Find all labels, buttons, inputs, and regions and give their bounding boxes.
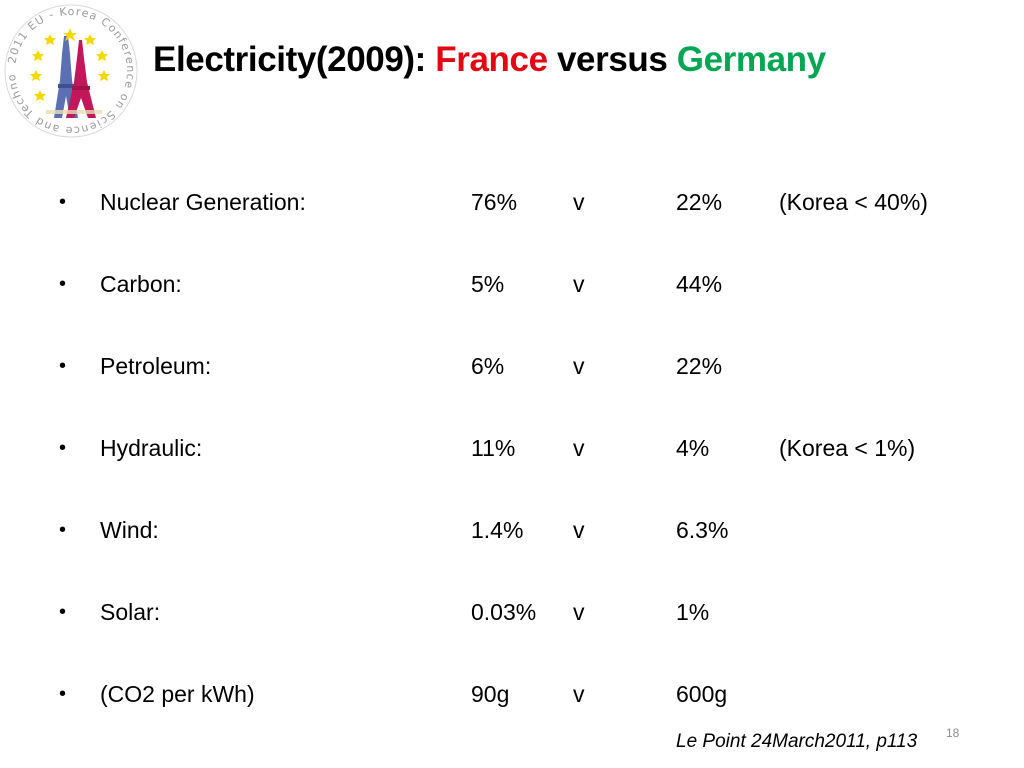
row-label: Petroleum: bbox=[100, 353, 212, 379]
eiffel-tower-with-eu-stars-icon: 2011 EU - Korea Conference on Science an… bbox=[0, 0, 142, 142]
bullet-icon: • bbox=[59, 191, 67, 213]
versus-marker: v bbox=[573, 353, 585, 379]
title-country-b: Germany bbox=[676, 40, 826, 79]
versus-marker: v bbox=[573, 681, 585, 707]
bullet-icon: • bbox=[59, 437, 67, 459]
eu-stars bbox=[30, 28, 110, 101]
title-between: versus bbox=[556, 40, 668, 79]
korea-note: (Korea < 40%) bbox=[779, 189, 928, 215]
row-label: Carbon: bbox=[100, 271, 182, 297]
france-value: 1.4% bbox=[471, 517, 524, 543]
france-value: 5% bbox=[471, 271, 505, 297]
germany-value: 22% bbox=[676, 189, 723, 215]
france-value: 6% bbox=[471, 353, 505, 379]
list-item: • (CO2 per kWh) 90g v 600g bbox=[0, 674, 1024, 714]
germany-value: 6.3% bbox=[676, 517, 729, 543]
germany-value: 600g bbox=[676, 681, 728, 707]
germany-value: 4% bbox=[676, 435, 710, 461]
list-item: • Carbon: 5% v 44% bbox=[0, 264, 1024, 304]
france-value: 76% bbox=[471, 189, 518, 215]
bullet-icon: • bbox=[59, 273, 67, 295]
bullet-icon: • bbox=[59, 683, 67, 705]
row-label: Solar: bbox=[100, 599, 161, 625]
title-prefix: Electricity(2009): bbox=[153, 40, 426, 79]
source-citation: Le Point 24March2011, p113 bbox=[676, 731, 918, 752]
page-number: 18 bbox=[946, 726, 960, 740]
title-country-a: France bbox=[435, 40, 548, 79]
versus-marker: v bbox=[573, 435, 585, 461]
row-label: Nuclear Generation: bbox=[100, 189, 306, 215]
versus-marker: v bbox=[573, 599, 585, 625]
list-item: • Solar: 0.03% v 1% bbox=[0, 592, 1024, 632]
versus-marker: v bbox=[573, 517, 585, 543]
row-label: Hydraulic: bbox=[100, 435, 203, 461]
bullet-icon: • bbox=[59, 355, 67, 377]
versus-marker: v bbox=[573, 271, 585, 297]
row-label: (CO2 per kWh) bbox=[100, 681, 255, 707]
conference-logo: 2011 EU - Korea Conference on Science an… bbox=[0, 0, 142, 142]
list-item: • Wind: 1.4% v 6.3% bbox=[0, 510, 1024, 550]
france-value: 11% bbox=[471, 435, 516, 461]
eiffel-tower-shape bbox=[46, 36, 102, 118]
france-value: 0.03% bbox=[471, 599, 537, 625]
france-value: 90g bbox=[471, 681, 510, 707]
list-item: • Petroleum: 6% v 22% bbox=[0, 346, 1024, 386]
row-label: Wind: bbox=[100, 517, 159, 543]
bullet-icon: • bbox=[59, 601, 67, 623]
bullet-icon: • bbox=[59, 519, 67, 541]
korea-note: (Korea < 1%) bbox=[779, 435, 916, 461]
slide-title: Electricity(2009): France versus Germany bbox=[153, 32, 826, 88]
list-item: • Hydraulic: 11% v 4% (Korea < 1%) bbox=[0, 428, 1024, 468]
versus-marker: v bbox=[573, 189, 585, 215]
germany-value: 44% bbox=[676, 271, 723, 297]
germany-value: 1% bbox=[676, 599, 710, 625]
germany-value: 22% bbox=[676, 353, 723, 379]
list-item: • Nuclear Generation: 76% v 22% (Korea <… bbox=[0, 182, 1024, 222]
